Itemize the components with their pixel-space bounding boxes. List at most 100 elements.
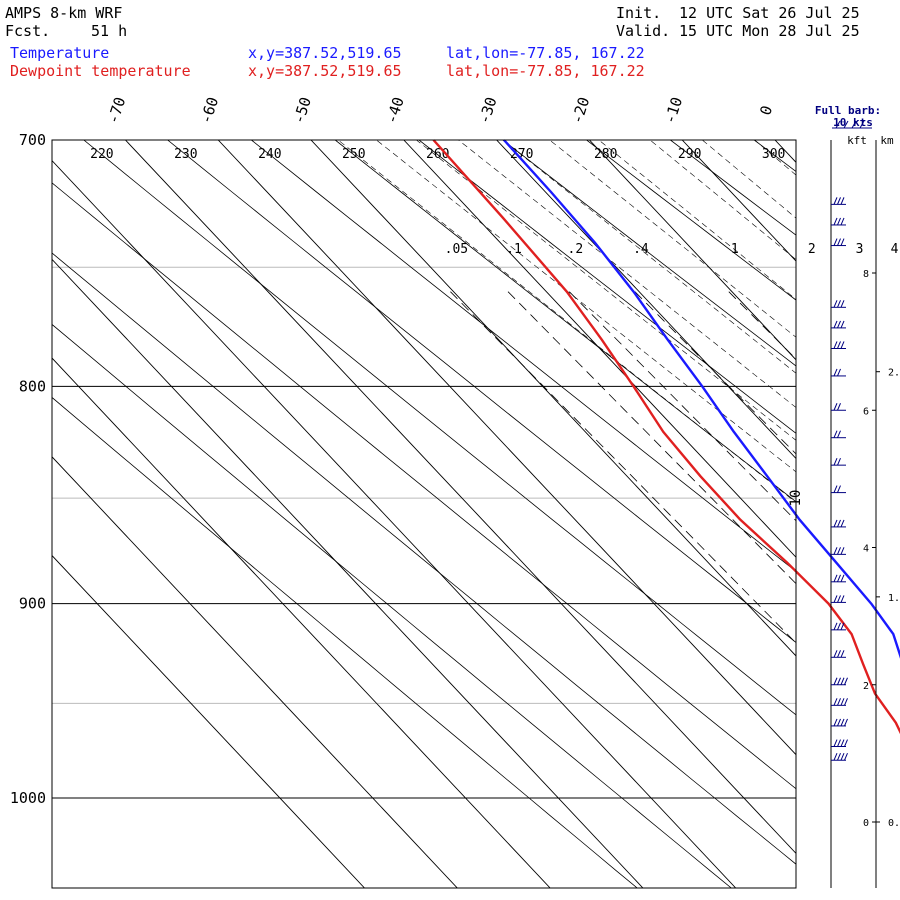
wind-barb-flag [833, 457, 838, 466]
wind-barb-flag [840, 547, 845, 555]
mixing-ratio-line [569, 291, 796, 522]
barb-legend-flag [835, 120, 841, 129]
dry-adiabat-line [52, 182, 796, 790]
wind-barb-flag [833, 595, 838, 603]
wind-barb-flag [837, 574, 841, 583]
wind-barb-flag [837, 320, 841, 329]
pressure-tick-label: 700 [19, 131, 46, 149]
wind-barb-flag [837, 698, 841, 706]
dewpoint-profile-line [432, 139, 900, 735]
plot-frame [51, 139, 797, 889]
barb-legend-flag [843, 120, 849, 129]
kft-tick-label: 0 [863, 818, 869, 829]
wind-barb-flag [840, 341, 845, 349]
wind-barb-flag [837, 739, 841, 747]
wind-barb-flag [837, 368, 841, 377]
mixing-ratio-label: .4 [633, 242, 649, 257]
kft-tick-label: 8 [863, 269, 869, 280]
isotherm-line [310, 140, 796, 657]
wind-barb-flag [837, 300, 841, 308]
pressure-tick-label: 900 [19, 595, 46, 613]
wind-barb-flag [844, 677, 848, 685]
wind-barb-flag [833, 547, 838, 555]
mixing-ratio-line [450, 291, 796, 644]
wind-barb-flag [840, 677, 845, 685]
moist-adiabat-line [457, 140, 796, 408]
wind-barb-flag [837, 622, 841, 631]
mixing-ratio-line [634, 291, 796, 455]
moist-adiabat-line [375, 140, 796, 473]
temperature-tick-label: -50 [289, 95, 314, 126]
model-title: AMPS 8-km WRF [5, 4, 123, 22]
isotherm-line [125, 140, 796, 855]
wind-barb-flag [833, 574, 838, 583]
dry-adiabat-line [52, 396, 638, 888]
temperature-tick-label: -20 [568, 95, 593, 126]
mixing-ratio-label: 4 [891, 242, 899, 257]
wind-barb-flag [844, 698, 848, 706]
temperature-tick-label: -10 [661, 95, 686, 126]
wind-barb-flag [837, 403, 841, 411]
wind-barb-flag [840, 217, 845, 226]
dry-adiabat-line [83, 140, 796, 716]
isotherm-line [52, 554, 365, 888]
wind-barb-flag [833, 217, 838, 226]
isotherm-line [589, 140, 796, 361]
wind-barb-flag [837, 519, 841, 528]
legend-dewpoint-latlon: lat,lon=-77.85, 167.22 [446, 62, 645, 80]
mixing-ratio-label: .2 [568, 242, 584, 257]
wind-barb-flag [840, 718, 845, 727]
wind-barb-flag [833, 753, 838, 761]
temperature-tick-label: -60 [197, 95, 222, 126]
dry-adiabat-line [166, 140, 796, 643]
wind-barb-flag [840, 574, 845, 583]
moist-adiabat-line [744, 87, 900, 900]
isotherm-line [52, 159, 737, 888]
mixing-ratio-label: 3 [856, 242, 864, 257]
legend-temperature-latlon: lat,lon=-77.85, 167.22 [446, 44, 645, 62]
temperature-profile-line [503, 139, 900, 659]
wind-barb-flag [840, 300, 845, 308]
dry-adiabat-line [849, 87, 900, 900]
wind-barb-flag [833, 320, 838, 329]
wind-barb-flag [840, 238, 845, 246]
wind-barb-flag [833, 197, 838, 205]
wind-barb-flag [840, 753, 845, 761]
isotherm-line [52, 258, 644, 888]
moist-adiabat-line [845, 87, 900, 900]
wind-barb-flag [833, 622, 838, 631]
wind-barb-flag [837, 595, 841, 603]
wind-barb-flag [840, 595, 845, 603]
mixing-ratio-label: .1 [506, 242, 522, 257]
wind-barb-flag [833, 698, 838, 706]
theta-label: 240 [258, 147, 281, 162]
wind-barb-flag [833, 519, 838, 528]
dry-adiabat-line [502, 140, 796, 367]
wind-barb-flag [840, 197, 845, 205]
wind-barb-flag [833, 430, 838, 438]
wind-barb-flag [840, 650, 845, 658]
moist-adiabat-line [502, 140, 796, 374]
barb-legend-speed: 10 kts [833, 116, 873, 129]
pressure-tick-label: 800 [19, 377, 46, 395]
temperature-tick-label: -70 [104, 95, 129, 126]
dry-adiabat-line [585, 140, 796, 301]
wind-barb-flag [837, 238, 841, 246]
theta-label: 220 [90, 147, 113, 162]
valid-time: 15 UTC Mon 28 Jul 25 [679, 22, 860, 40]
wind-barb-flag [837, 341, 841, 349]
mixing-ratio-label: 2 [808, 242, 816, 257]
wind-barb-flag [844, 753, 848, 761]
isotherm-line [774, 140, 796, 163]
legend-temperature-coords: x,y=387.52,519.65 [248, 44, 402, 62]
theta-label: 290 [678, 147, 701, 162]
isotherm-line [217, 140, 796, 756]
dry-adiabat-line [669, 140, 796, 236]
legend-dewpoint-name: Dewpoint temperature [10, 62, 191, 80]
theta-label: 270 [510, 147, 533, 162]
dry-adiabat-line [418, 140, 796, 434]
barb-legend-flag [859, 120, 865, 129]
kft-tick-label: 2 [863, 681, 869, 692]
barb-legend-flag [851, 120, 857, 129]
